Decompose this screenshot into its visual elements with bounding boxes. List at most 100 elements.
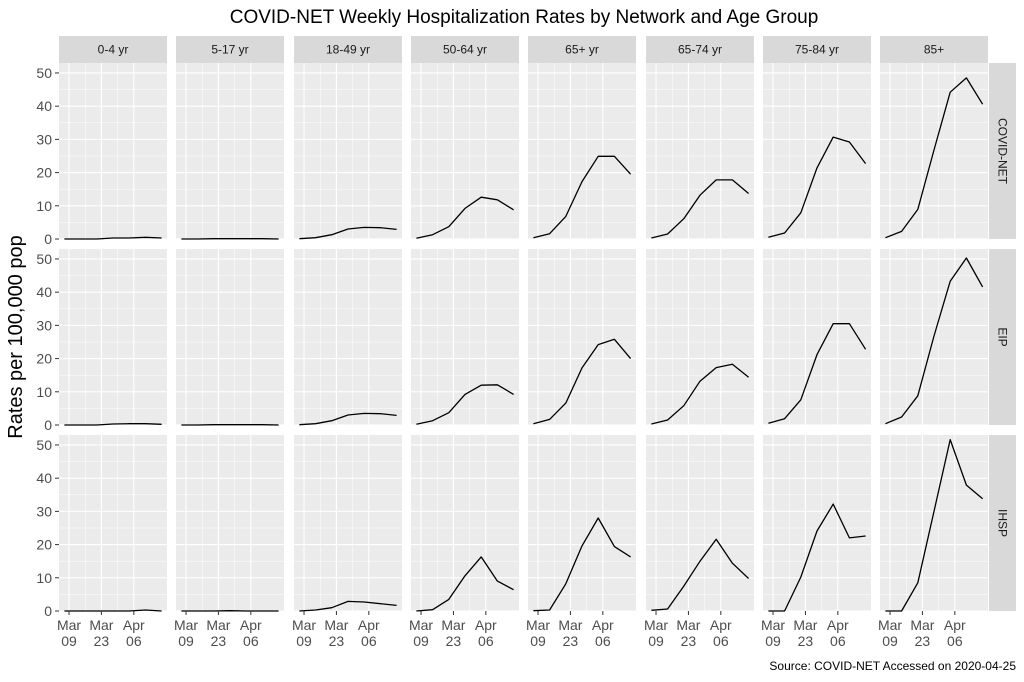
row-strip-label: IHSP: [996, 509, 1010, 537]
x-tick-label-month: Mar: [644, 617, 668, 633]
x-tick-label-day: 23: [211, 633, 227, 649]
x-tick-label-day: 09: [530, 633, 546, 649]
y-tick-label: 20: [36, 537, 52, 553]
panel-background: [59, 435, 167, 611]
series-line: [64, 609, 162, 612]
series-line: [533, 338, 632, 425]
y-tick-label: 30: [36, 131, 52, 147]
x-tick-label-day: 09: [882, 633, 898, 649]
series-line: [64, 236, 162, 240]
column-strip-label: 85+: [924, 43, 944, 57]
column-strip-label: 50-64 yr: [443, 43, 487, 57]
facet-panel: [294, 435, 402, 612]
facet-panel: [411, 63, 519, 240]
x-tick-label-month: Apr: [710, 617, 732, 633]
x-tick-label-month: Mar: [441, 617, 465, 633]
x-tick-label-month: Mar: [558, 617, 582, 633]
x-tick-label-month: Apr: [592, 617, 614, 633]
x-tick-label-month: Apr: [475, 617, 497, 633]
column-strip-label: 5-17 yr: [211, 43, 248, 57]
series-line: [299, 600, 397, 612]
y-tick-label: 50: [36, 65, 52, 81]
series-line: [416, 556, 514, 612]
x-tick-label-day: 09: [61, 633, 77, 649]
row-strip: [989, 435, 1016, 611]
y-tick-label: 0: [44, 603, 52, 619]
panel-background: [294, 249, 402, 425]
facet-panel: [176, 435, 284, 612]
facet-panel: [880, 435, 988, 612]
facet-panel: [763, 63, 871, 240]
facet-panel: [528, 435, 636, 612]
x-tick-label-day: 23: [681, 633, 697, 649]
x-tick-label-day: 06: [361, 633, 377, 649]
x-tick-label-day: 23: [563, 633, 579, 649]
facet-panel: [646, 63, 754, 240]
x-tick-label-month: Apr: [240, 617, 262, 633]
y-tick-label: 10: [36, 198, 52, 214]
x-tick-label-day: 23: [798, 633, 814, 649]
panel-background: [646, 63, 754, 239]
y-tick-label: 20: [36, 165, 52, 181]
panel-background: [646, 435, 754, 611]
chart-title: COVID-NET Weekly Hospitalization Rates b…: [230, 7, 819, 28]
y-tick-label: 40: [36, 470, 52, 486]
y-tick-label: 10: [36, 384, 52, 400]
column-strip: [880, 36, 988, 63]
row-strip-label: COVID-NET: [996, 118, 1010, 185]
panel-background: [411, 435, 519, 611]
panel-background: [646, 249, 754, 425]
facet-panel: [763, 249, 871, 426]
x-tick-label-day: 23: [329, 633, 345, 649]
series-line: [533, 155, 632, 239]
x-tick-label-day: 23: [915, 633, 931, 649]
facet-panel: [880, 249, 988, 426]
x-tick-label-month: Apr: [944, 617, 966, 633]
panel-background: [528, 63, 636, 239]
panel-background: [763, 435, 871, 611]
x-tick-label-day: 06: [595, 633, 611, 649]
panel-background: [176, 249, 284, 425]
series-line: [768, 503, 866, 612]
facet-panel: [646, 435, 754, 612]
column-strip-label: 0-4 yr: [98, 43, 129, 57]
row-strip-label: EIP: [996, 327, 1010, 346]
x-tick-label-month: Mar: [89, 617, 113, 633]
y-tick-label: 30: [36, 317, 52, 333]
x-tick-label-day: 06: [243, 633, 259, 649]
facet-panel: [176, 63, 284, 240]
x-tick-label-day: 09: [765, 633, 781, 649]
facet-panel: [176, 249, 284, 426]
y-tick-label: 20: [36, 351, 52, 367]
x-tick-label-month: Apr: [358, 617, 380, 633]
column-strip-label: 65+ yr: [565, 43, 599, 57]
panel-background: [763, 249, 871, 425]
column-strip: [59, 36, 167, 63]
x-tick-label-month: Mar: [174, 617, 198, 633]
x-tick-label-month: Mar: [761, 617, 785, 633]
column-strip: [294, 36, 402, 63]
row-strip: [989, 249, 1016, 425]
x-tick-label-month: Mar: [910, 617, 934, 633]
facet-panel: [411, 435, 519, 612]
series-line: [533, 517, 631, 612]
y-tick-label: 50: [36, 437, 52, 453]
facet-panel: [880, 63, 988, 240]
x-tick-label-month: Mar: [57, 617, 81, 633]
series-line: [768, 323, 867, 424]
series-line: [651, 179, 750, 239]
row-strip: [989, 63, 1016, 239]
panel-background: [528, 435, 636, 611]
x-tick-label-month: Mar: [292, 617, 316, 633]
series-line: [651, 363, 750, 425]
column-strip-label: 75-84 yr: [795, 43, 839, 57]
panel-background: [176, 435, 284, 611]
x-tick-label-day: 06: [713, 633, 729, 649]
series-line: [768, 136, 867, 238]
x-tick-label-month: Mar: [324, 617, 348, 633]
x-tick-label-month: Mar: [676, 617, 700, 633]
panel-background: [411, 63, 519, 239]
facet-panel: [294, 249, 402, 426]
column-strip-label: 18-49 yr: [326, 43, 370, 57]
